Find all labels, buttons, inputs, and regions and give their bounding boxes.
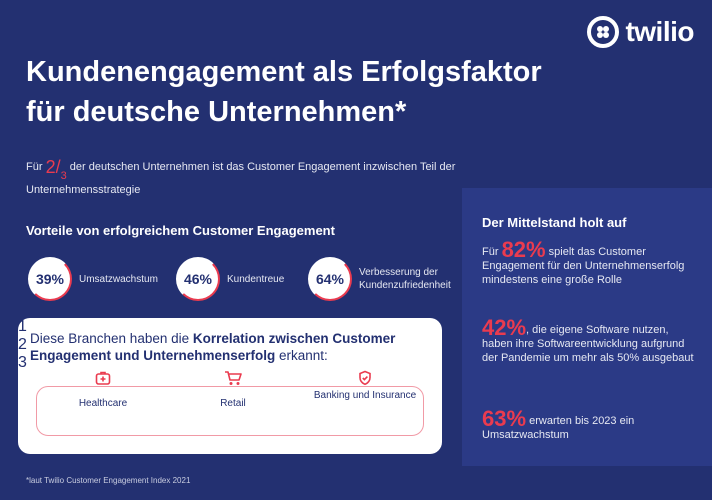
intro-body: der deutschen Unternehmen ist das Custom… [26, 161, 456, 196]
advantage-value: 46% [176, 257, 220, 301]
heading-bold: Korrelation zwischen Customer Engagement… [30, 331, 396, 363]
intro-text: Für 2/3 der deutschen Unternehmen ist da… [26, 157, 456, 197]
branch-label: Healthcare [78, 398, 128, 409]
advantage-label: Umsatzwachstum [79, 273, 158, 285]
stat-value: 42% [482, 315, 527, 340]
title-line-2: für deutsche Unternehmen* [26, 96, 407, 128]
advantage-label: Verbesserung der Kundenzufriedenheit [359, 267, 451, 291]
branch-label: Banking und Insurance [313, 390, 417, 401]
stat-value: 82% [501, 237, 546, 262]
branch-number: 2 [18, 336, 27, 353]
branch-healthcare: Healthcare [48, 370, 158, 410]
advantage-loyalty: 46% Kundentreue [176, 257, 307, 301]
heading-part: Diese Branchen haben die [30, 331, 193, 346]
logo-text: twilio [625, 16, 694, 47]
stat-text: erwarten bis 2023 ein Umsatzwachstum [482, 415, 635, 441]
stat-82: Für 82% spielt das Customer Engagement f… [482, 239, 700, 287]
advantage-satisfaction: 64% Verbesserung der Kundenzufriedenheit [308, 257, 455, 301]
advantage-value: 64% [308, 257, 352, 301]
advantage-value: 39% [28, 257, 72, 301]
heading-part: erkannt: [275, 348, 328, 363]
advantage-revenue: 39% Umsatzwachstum [28, 257, 169, 301]
branch-label: Retail [220, 398, 246, 409]
medical-kit-icon [48, 370, 158, 388]
branch-banking-insurance: Banking und Insurance [310, 370, 420, 402]
advantages-title: Vorteile von erfolgreichem Customer Enga… [26, 223, 335, 238]
shield-check-icon [310, 370, 420, 388]
branches-card: Diese Branchen haben die Korrelation zwi… [18, 318, 442, 454]
footnote: *laut Twilio Customer Engagement Index 2… [26, 476, 191, 485]
stat-text: spielt das Customer Engagement für den U… [482, 246, 685, 286]
advantage-label: Kundentreue [227, 273, 285, 285]
fraction-two-thirds: 2/3 [45, 157, 67, 182]
stat-63: 63% erwarten bis 2023 ein Umsatzwachstum [482, 408, 700, 442]
fraction-denominator: 3 [60, 170, 67, 182]
branch-number: 1 [18, 318, 27, 335]
stat-42: 42%, die eigene Software nutzen, haben i… [482, 317, 700, 365]
branch-number: 3 [18, 354, 27, 371]
branches-track [36, 386, 424, 436]
shopping-cart-icon [178, 370, 288, 388]
page-title: Kundenengagement als Erfolgsfaktor für d… [26, 52, 542, 132]
twilio-logo-icon [587, 16, 620, 48]
mittelstand-panel: Der Mittelstand holt auf Für 82% spielt … [462, 188, 712, 466]
title-line-1: Kundenengagement als Erfolgsfaktor [26, 56, 542, 88]
stat-text: , die eigene Software nutzen, haben ihre… [482, 324, 694, 364]
panel-title: Der Mittelstand holt auf [482, 215, 627, 230]
stat-prefix: Für [482, 246, 502, 258]
fraction-numerator: 2 [45, 157, 56, 177]
stat-value: 63% [482, 406, 527, 431]
intro-prefix: Für [26, 161, 43, 173]
twilio-logo: twilio [587, 16, 694, 48]
branch-retail: Retail [178, 370, 288, 410]
branches-heading: Diese Branchen haben die Korrelation zwi… [30, 330, 440, 364]
